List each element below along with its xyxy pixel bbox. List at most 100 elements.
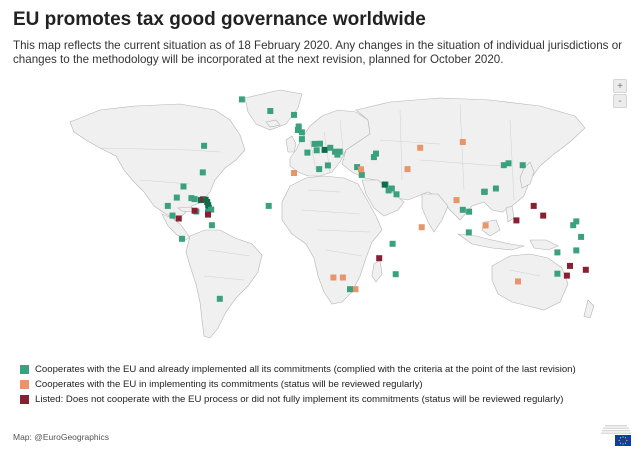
land-greenland bbox=[244, 89, 303, 131]
zoom-out-button[interactable]: - bbox=[613, 94, 627, 108]
jurisdiction-marker-orange[interactable] bbox=[418, 224, 425, 231]
jurisdiction-marker-green[interactable] bbox=[295, 123, 302, 130]
jurisdiction-marker-green[interactable] bbox=[311, 140, 318, 147]
jurisdiction-marker-red[interactable] bbox=[582, 266, 589, 273]
jurisdiction-marker-green[interactable] bbox=[208, 206, 215, 213]
jurisdiction-marker-green[interactable] bbox=[169, 212, 176, 219]
jurisdiction-marker-green[interactable] bbox=[294, 127, 301, 133]
land-australia bbox=[491, 253, 569, 311]
jurisdiction-marker-green[interactable] bbox=[179, 235, 185, 242]
world-map[interactable] bbox=[40, 80, 600, 355]
jurisdiction-marker-green[interactable] bbox=[304, 149, 311, 156]
jurisdiction-marker-green[interactable] bbox=[347, 286, 353, 293]
jurisdiction-marker-green[interactable] bbox=[267, 108, 274, 114]
legend-item-cooperating-implementing: Cooperates with the EU in implementing i… bbox=[20, 377, 630, 391]
jurisdiction-marker-orange[interactable] bbox=[339, 274, 346, 281]
jurisdiction-marker-green[interactable] bbox=[573, 247, 580, 254]
world-map-svg[interactable] bbox=[40, 80, 600, 355]
jurisdiction-marker-red[interactable] bbox=[513, 217, 520, 224]
jurisdiction-marker-green[interactable] bbox=[265, 202, 272, 209]
jurisdiction-marker-green[interactable] bbox=[332, 148, 338, 155]
jurisdiction-marker-green[interactable] bbox=[173, 194, 180, 201]
jurisdiction-marker-dark_green[interactable] bbox=[381, 181, 388, 188]
jurisdiction-marker-green[interactable] bbox=[388, 185, 395, 192]
jurisdiction-marker-green[interactable] bbox=[324, 162, 331, 169]
jurisdiction-marker-green[interactable] bbox=[358, 171, 365, 178]
map-credit: Map: @EuroGeographics bbox=[13, 432, 110, 442]
jurisdiction-marker-green[interactable] bbox=[466, 208, 473, 215]
jurisdiction-marker-green[interactable] bbox=[164, 202, 171, 209]
jurisdiction-marker-green[interactable] bbox=[481, 188, 488, 195]
land-north-america bbox=[69, 103, 246, 221]
jurisdiction-marker-green[interactable] bbox=[465, 229, 472, 236]
jurisdiction-marker-orange[interactable] bbox=[417, 144, 424, 151]
jurisdiction-marker-orange[interactable] bbox=[515, 278, 521, 285]
jurisdiction-marker-dark_green[interactable] bbox=[204, 199, 211, 205]
jurisdiction-marker-green[interactable] bbox=[313, 147, 320, 154]
jurisdiction-marker-orange[interactable] bbox=[352, 286, 359, 293]
jurisdiction-marker-green[interactable] bbox=[373, 150, 379, 157]
jurisdiction-marker-green[interactable] bbox=[385, 187, 392, 194]
legend: Cooperates with the EU and already imple… bbox=[20, 362, 630, 407]
jurisdiction-marker-green[interactable] bbox=[298, 136, 305, 143]
border-line bbox=[509, 269, 541, 277]
marker-layer bbox=[164, 96, 589, 302]
zoom-in-button[interactable]: + bbox=[613, 79, 627, 93]
jurisdiction-marker-green[interactable] bbox=[216, 295, 223, 302]
legend-swatch-red bbox=[20, 394, 29, 404]
jurisdiction-marker-green[interactable] bbox=[554, 270, 561, 277]
jurisdiction-marker-red[interactable] bbox=[175, 215, 182, 222]
jurisdiction-marker-green[interactable] bbox=[336, 148, 343, 155]
jurisdiction-marker-red[interactable] bbox=[530, 202, 537, 209]
jurisdiction-marker-green[interactable] bbox=[578, 233, 585, 240]
jurisdiction-marker-orange[interactable] bbox=[482, 222, 489, 229]
legend-swatch-orange bbox=[20, 379, 29, 389]
jurisdiction-marker-green[interactable] bbox=[393, 191, 400, 198]
land-madagascar bbox=[371, 259, 383, 283]
jurisdiction-marker-red[interactable] bbox=[567, 262, 573, 269]
jurisdiction-marker-green[interactable] bbox=[188, 195, 195, 202]
jurisdiction-marker-green[interactable] bbox=[238, 96, 245, 103]
jurisdiction-marker-green[interactable] bbox=[298, 129, 305, 136]
jurisdiction-marker-red[interactable] bbox=[205, 211, 211, 218]
legend-item-listed: Listed: Does not cooperate with the EU p… bbox=[20, 392, 630, 406]
jurisdiction-marker-green[interactable] bbox=[392, 271, 399, 278]
jurisdiction-marker-green[interactable] bbox=[554, 249, 561, 256]
jurisdiction-marker-green[interactable] bbox=[354, 164, 361, 171]
jurisdiction-marker-green[interactable] bbox=[505, 160, 512, 167]
border-line bbox=[399, 109, 403, 181]
jurisdiction-marker-red[interactable] bbox=[563, 272, 570, 279]
jurisdiction-marker-orange[interactable] bbox=[330, 274, 337, 281]
jurisdiction-marker-red[interactable] bbox=[191, 207, 198, 214]
jurisdiction-marker-orange[interactable] bbox=[358, 166, 364, 173]
jurisdiction-marker-green[interactable] bbox=[191, 196, 198, 203]
jurisdiction-marker-red[interactable] bbox=[540, 212, 547, 219]
jurisdiction-marker-orange[interactable] bbox=[459, 139, 466, 145]
jurisdiction-marker-green[interactable] bbox=[370, 154, 377, 161]
jurisdiction-marker-green[interactable] bbox=[492, 185, 499, 192]
jurisdiction-marker-green[interactable] bbox=[459, 206, 466, 213]
jurisdiction-marker-green[interactable] bbox=[573, 218, 580, 225]
border-line bbox=[339, 119, 345, 161]
jurisdiction-marker-green[interactable] bbox=[201, 142, 208, 149]
jurisdiction-marker-green[interactable] bbox=[500, 162, 507, 169]
jurisdiction-marker-green[interactable] bbox=[208, 222, 215, 229]
jurisdiction-marker-red[interactable] bbox=[376, 255, 383, 262]
jurisdiction-marker-green[interactable] bbox=[199, 169, 206, 176]
jurisdiction-marker-green[interactable] bbox=[291, 111, 297, 118]
jurisdiction-marker-green[interactable] bbox=[570, 222, 577, 229]
legend-label-cooperating-compliant: Cooperates with the EU and already imple… bbox=[35, 363, 576, 375]
jurisdiction-marker-green[interactable] bbox=[316, 166, 323, 173]
jurisdiction-marker-green[interactable] bbox=[519, 162, 526, 169]
land-asia bbox=[341, 97, 586, 221]
page-title: EU promotes tax good governance worldwid… bbox=[13, 9, 426, 30]
jurisdiction-marker-dark_green[interactable] bbox=[321, 146, 328, 153]
jurisdiction-marker-orange[interactable] bbox=[453, 197, 460, 204]
jurisdiction-marker-green[interactable] bbox=[180, 183, 187, 190]
jurisdiction-marker-green[interactable] bbox=[317, 140, 323, 147]
jurisdiction-marker-green[interactable] bbox=[389, 240, 396, 247]
land-india bbox=[421, 193, 449, 233]
jurisdiction-marker-green[interactable] bbox=[327, 144, 334, 151]
jurisdiction-marker-orange[interactable] bbox=[291, 170, 297, 176]
jurisdiction-marker-orange[interactable] bbox=[404, 166, 411, 173]
